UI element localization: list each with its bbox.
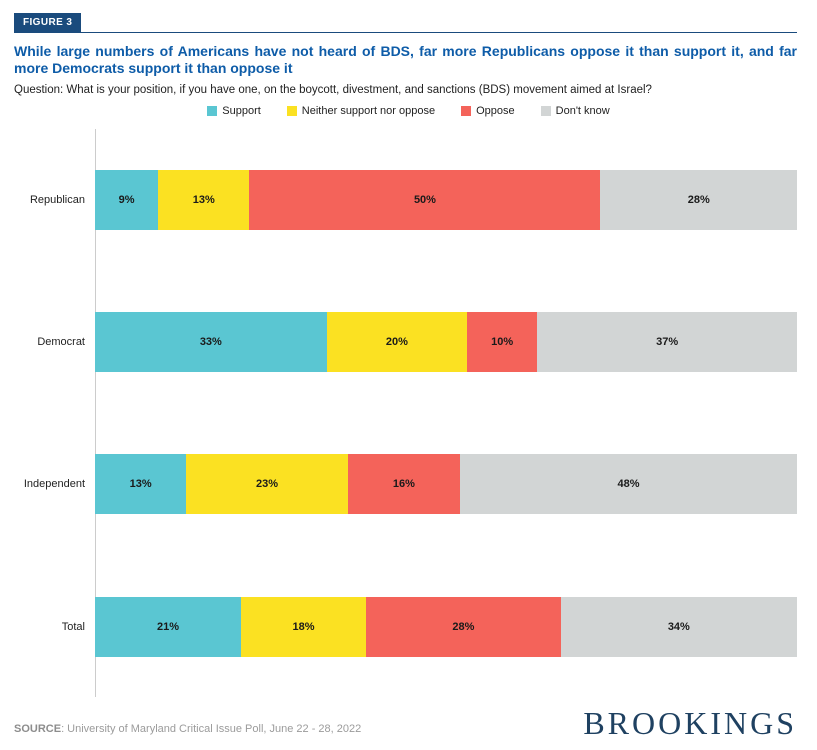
figure-header: FIGURE 3 bbox=[14, 12, 797, 33]
legend-item: Don't know bbox=[540, 105, 610, 117]
legend-swatch bbox=[286, 106, 297, 116]
figure-badge: FIGURE 3 bbox=[14, 13, 82, 32]
bar-segment: 13% bbox=[158, 170, 250, 230]
source-text: : University of Maryland Critical Issue … bbox=[61, 723, 362, 735]
bar-segment: 28% bbox=[366, 597, 561, 657]
stacked-bar: 9% 13% 50% 28% bbox=[95, 170, 798, 230]
chart-title: While large numbers of Americans have no… bbox=[14, 43, 797, 76]
segment-value: 18% bbox=[292, 621, 315, 633]
row-label: Total bbox=[61, 621, 85, 633]
segment-value: 33% bbox=[199, 336, 222, 348]
segment-value: 50% bbox=[413, 194, 436, 206]
segment-value: 34% bbox=[667, 621, 690, 633]
segment-value: 13% bbox=[129, 478, 152, 490]
bar-row: Republican 9% 13% 50% 28% bbox=[0, 170, 798, 230]
bar-segment: 48% bbox=[460, 454, 797, 514]
bar-segment: 16% bbox=[347, 454, 461, 514]
segment-value: 13% bbox=[192, 194, 215, 206]
bar-segment: 18% bbox=[240, 597, 367, 657]
segment-value: 9% bbox=[118, 194, 135, 206]
bar-segment: 23% bbox=[186, 454, 348, 514]
bar-row: Independent 13% 23% 16% 48% bbox=[0, 454, 797, 514]
source-label: SOURCE bbox=[14, 723, 62, 735]
bar-segment: 28% bbox=[600, 170, 798, 230]
segment-value: 28% bbox=[452, 621, 475, 633]
bar-segment: 9% bbox=[95, 170, 159, 230]
stacked-bar: 33% 20% 10% 37% bbox=[95, 312, 797, 372]
segment-value: 16% bbox=[392, 478, 415, 490]
stacked-bar: 13% 23% 16% 48% bbox=[95, 454, 797, 514]
source-note: SOURCE: University of Maryland Critical … bbox=[14, 723, 361, 739]
question-text: Question: What is your position, if you … bbox=[14, 84, 652, 96]
row-label: Republican bbox=[29, 194, 85, 206]
legend-item: Support bbox=[207, 105, 261, 117]
chart: Republican 9% 13% 50% 28% Democrat 33% 20% 10% 37… bbox=[0, 129, 817, 697]
legend-label: Neither support nor oppose bbox=[301, 105, 436, 117]
footer: SOURCE: University of Maryland Critical … bbox=[14, 707, 797, 739]
bar-segment: 13% bbox=[95, 454, 187, 514]
legend-label: Support bbox=[222, 105, 261, 117]
segment-value: 48% bbox=[617, 478, 640, 490]
bar-segment: 33% bbox=[95, 312, 327, 372]
legend-swatch bbox=[540, 106, 551, 116]
legend-item: Neither support nor oppose bbox=[286, 105, 436, 117]
bar-row: Total 21% 18% 28% 34% bbox=[0, 597, 797, 657]
segment-value: 28% bbox=[687, 194, 710, 206]
brookings-logo: BROOKINGS bbox=[583, 705, 797, 741]
legend-label: Don't know bbox=[555, 105, 610, 117]
segment-value: 20% bbox=[385, 336, 408, 348]
bar-segment: 21% bbox=[95, 597, 241, 657]
segment-value: 23% bbox=[255, 478, 278, 490]
legend-label: Oppose bbox=[476, 105, 515, 117]
legend-swatch bbox=[461, 106, 472, 116]
bar-segment: 34% bbox=[560, 597, 797, 657]
bar-segment: 10% bbox=[467, 312, 538, 372]
bar-segment: 20% bbox=[326, 312, 468, 372]
segment-value: 10% bbox=[491, 336, 514, 348]
y-axis-line bbox=[95, 129, 96, 697]
legend-swatch bbox=[207, 106, 218, 116]
row-label: Democrat bbox=[37, 336, 85, 348]
bar-segment: 37% bbox=[537, 312, 797, 372]
legend: Support Neither support nor oppose Oppose D… bbox=[0, 105, 817, 117]
segment-value: 21% bbox=[156, 621, 179, 633]
bar-segment: 50% bbox=[249, 170, 601, 230]
stacked-bar: 21% 18% 28% 34% bbox=[95, 597, 797, 657]
bar-row: Democrat 33% 20% 10% 37% bbox=[0, 312, 797, 372]
legend-item: Oppose bbox=[461, 105, 515, 117]
row-label: Independent bbox=[23, 478, 85, 490]
segment-value: 37% bbox=[656, 336, 679, 348]
